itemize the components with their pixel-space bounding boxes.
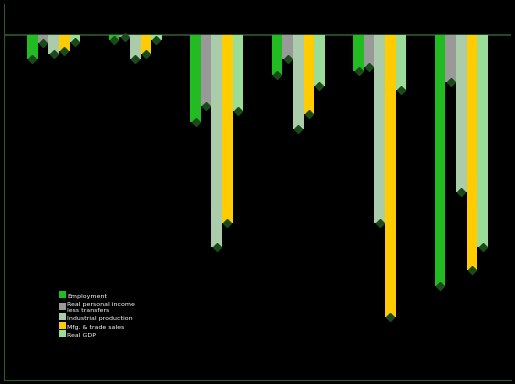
Bar — [130, 35, 141, 59]
Bar — [385, 35, 396, 317]
Bar — [201, 35, 212, 106]
Bar — [190, 35, 201, 122]
Bar — [27, 35, 38, 59]
Bar — [272, 35, 282, 74]
Bar — [141, 35, 151, 54]
Bar — [70, 35, 80, 42]
Bar — [435, 35, 445, 286]
Bar — [293, 35, 303, 129]
Bar — [314, 35, 325, 86]
Bar — [396, 35, 406, 90]
Bar — [109, 35, 119, 40]
Bar — [48, 35, 59, 54]
Bar — [151, 35, 162, 40]
Bar — [233, 35, 243, 111]
Bar — [303, 35, 314, 114]
Bar — [353, 35, 364, 71]
Bar — [212, 35, 222, 247]
Bar — [222, 35, 233, 223]
Bar — [282, 35, 293, 59]
Bar — [456, 35, 467, 192]
Bar — [59, 35, 70, 51]
Bar — [38, 35, 48, 43]
Bar — [467, 35, 477, 270]
Legend: Employment, Real personal income
less transfers, Industrial production, Mfg. & t: Employment, Real personal income less tr… — [58, 292, 136, 339]
Bar — [119, 35, 130, 37]
Bar — [477, 35, 488, 247]
Bar — [445, 35, 456, 83]
Bar — [374, 35, 385, 223]
Bar — [364, 35, 374, 67]
